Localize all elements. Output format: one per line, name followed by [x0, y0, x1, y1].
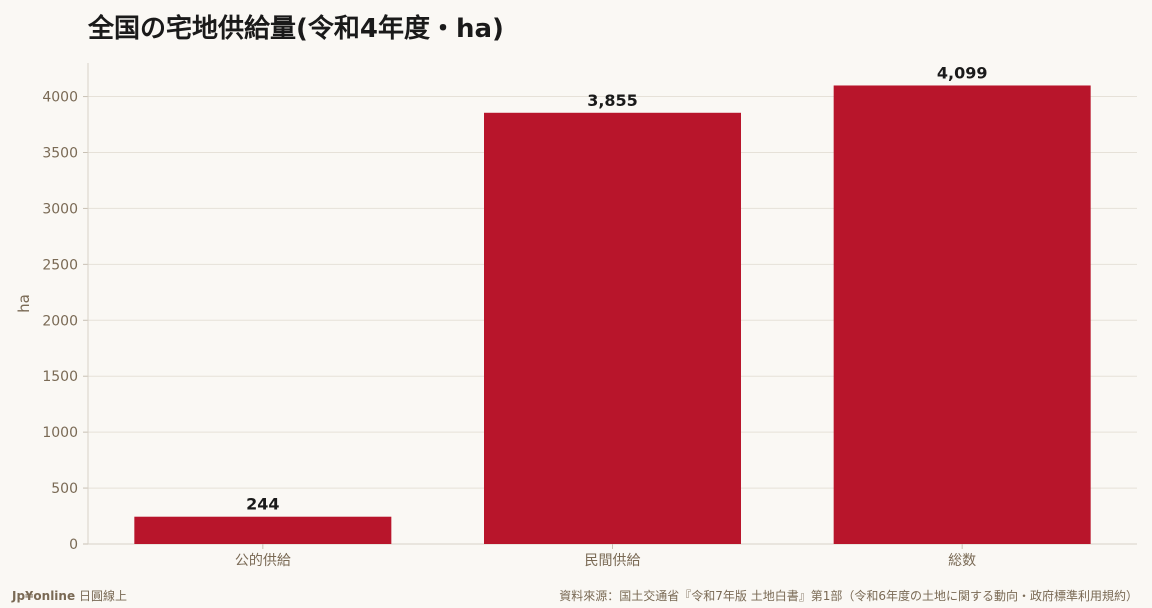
x-tick-label: 民間供給 [585, 553, 641, 569]
bar-3 [833, 85, 1091, 545]
y-tick-label: 1000 [42, 425, 78, 441]
chart-title: 全国の宅地供給量(令和4年度・ha) [88, 14, 504, 44]
y-tick-label: 2500 [42, 257, 78, 273]
y-tick-label: 0 [69, 537, 78, 553]
y-axis-label: ha [15, 294, 33, 313]
brand-subtitle: 日圓線上 [78, 589, 127, 603]
y-tick-label: 1500 [42, 369, 78, 385]
brand-name: Jp¥online [12, 589, 76, 603]
axes: 0 500 1000 1500 2000 2500 3000 3500 4000 ha 公的供給 民間… [15, 63, 1137, 569]
y-tick-label: 4000 [42, 90, 78, 106]
y-tick-label: 500 [51, 481, 78, 497]
data-labels: 244 3,855 4,099 [246, 63, 987, 513]
bar-1 [134, 516, 392, 544]
bars [134, 85, 1091, 545]
x-tick-label: 総数 [948, 553, 976, 569]
bar-2 [483, 112, 742, 545]
brand-logo: Jp¥online 日圓線上 [12, 587, 127, 604]
bar-value-label: 3,855 [587, 91, 638, 110]
bar-value-label: 4,099 [937, 63, 988, 82]
source-note: 資料來源：国土交通省『令和7年版 土地白書』第1部（令和6年度の土地に関する動向… [559, 589, 1138, 603]
x-tick-label: 公的供給 [235, 553, 291, 569]
y-tick-label: 2000 [42, 313, 78, 329]
y-tick-label: 3500 [42, 145, 78, 161]
bar-value-label: 244 [246, 495, 279, 514]
y-tick-label: 3000 [42, 201, 78, 217]
